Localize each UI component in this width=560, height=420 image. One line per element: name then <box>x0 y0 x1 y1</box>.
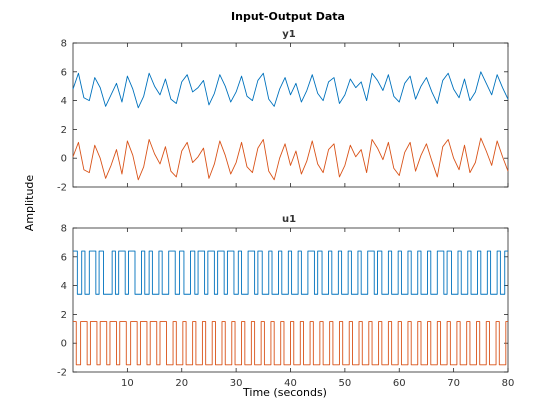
y-tick-label: 2 <box>61 125 67 136</box>
x-axis-label: Time (seconds) <box>242 386 327 399</box>
x-tick-label: 80 <box>502 378 515 389</box>
u1-series <box>73 250 508 366</box>
x-tick-label: 30 <box>230 378 243 389</box>
y-tick-label: 8 <box>61 39 67 50</box>
x-tick-label: 10 <box>121 378 134 389</box>
y-tick-label: 0 <box>61 339 67 350</box>
y1-series <box>72 71 509 181</box>
y-tick-label: -2 <box>57 183 67 194</box>
u1-series-line-2 <box>73 321 508 366</box>
u1-axes: u1 -2 0 2 4 6 8 10 20 30 40 50 60 70 80 <box>57 214 514 389</box>
x-tick-label: 70 <box>447 378 460 389</box>
y-tick-label: -2 <box>57 368 67 379</box>
y-tick-label: 4 <box>61 281 67 292</box>
x-tick-label: 60 <box>393 378 406 389</box>
x-tick-label: 40 <box>284 378 297 389</box>
u1-series-line-1 <box>73 250 508 295</box>
y-tick-label: 0 <box>61 154 67 165</box>
y-tick-label: 4 <box>61 96 67 107</box>
y-tick-label: 2 <box>61 310 67 321</box>
u1-axes-title: u1 <box>282 214 296 225</box>
y-axis-label: Amplitude <box>23 175 36 232</box>
y1-series-line-2 <box>72 137 509 181</box>
y-tick-label: 6 <box>61 67 67 78</box>
y-tick-label: 8 <box>61 224 67 235</box>
u1-ticks: -2 0 2 4 6 8 10 20 30 40 50 60 70 80 <box>57 224 514 390</box>
y-tick-label: 6 <box>61 252 67 263</box>
y1-ticks: -2 0 2 4 6 8 <box>57 39 509 194</box>
y1-axes-title: y1 <box>282 29 296 40</box>
figure-title: Input-Output Data <box>231 10 345 23</box>
y1-series-line-1 <box>72 71 509 109</box>
x-tick-label: 20 <box>175 378 188 389</box>
y1-axes: y1 -2 0 2 4 6 8 <box>57 29 509 194</box>
x-tick-label: 50 <box>339 378 352 389</box>
